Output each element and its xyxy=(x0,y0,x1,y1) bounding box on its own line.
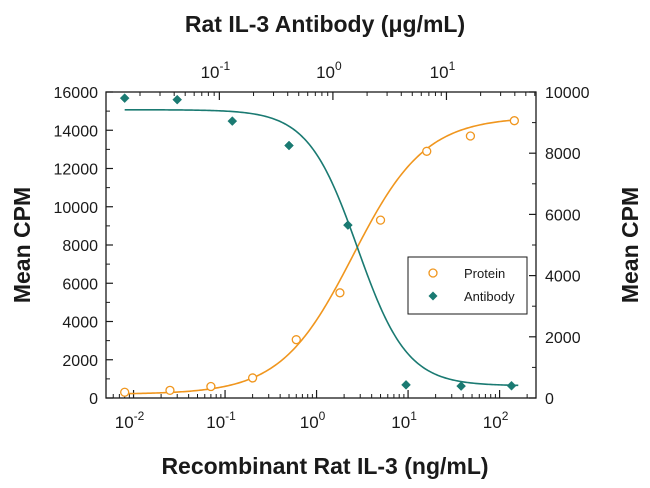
y-left-tick-label: 0 xyxy=(89,391,98,408)
axis-ticks: 0200040006000800010000120001400016000020… xyxy=(54,59,590,432)
antibody-point xyxy=(172,94,183,105)
x-bottom-tick-label: 101 xyxy=(391,409,417,432)
protein-point xyxy=(422,146,432,156)
protein-point xyxy=(335,288,345,298)
legend-antibody-marker xyxy=(428,291,438,301)
tick-base: 10 xyxy=(201,63,220,82)
legend-protein-label: Protein xyxy=(464,266,505,281)
tick-exponent: -2 xyxy=(134,409,145,423)
antibody-point xyxy=(343,220,353,230)
antibody-point xyxy=(119,93,130,103)
top-axis-title: Rat IL-3 Antibody (μg/mL) xyxy=(185,11,465,37)
tick-base: 10 xyxy=(391,413,410,432)
y-left-tick-label: 4000 xyxy=(62,315,98,332)
protein-point xyxy=(247,373,258,383)
y-left-tick-label: 12000 xyxy=(54,162,99,179)
y-axis-title-left: Mean CPM xyxy=(9,187,35,303)
tick-exponent: 1 xyxy=(449,59,456,73)
tick-exponent: -1 xyxy=(225,409,236,423)
y-right-tick-label: 4000 xyxy=(545,269,581,286)
tick-base: 10 xyxy=(430,63,449,82)
x-bottom-tick-label: 10-2 xyxy=(115,409,145,432)
protein-point xyxy=(120,387,130,397)
x-top-tick-label: 100 xyxy=(316,59,342,82)
y-left-tick-label: 16000 xyxy=(54,85,99,102)
tick-exponent: 0 xyxy=(319,409,326,423)
y-left-tick-label: 2000 xyxy=(62,353,98,370)
x-top-tick-label: 10-1 xyxy=(201,59,231,82)
legend-box xyxy=(407,256,528,315)
tick-exponent: -1 xyxy=(219,59,230,73)
tick-base: 10 xyxy=(316,63,335,82)
y-left-tick-label: 8000 xyxy=(62,238,98,255)
y-left-tick-label: 10000 xyxy=(54,200,99,217)
protein-point xyxy=(375,215,386,225)
fit-curves xyxy=(124,108,519,395)
y-right-tick-label: 0 xyxy=(545,391,554,408)
tick-base: 10 xyxy=(206,413,225,432)
legend-antibody-label: Antibody xyxy=(464,289,515,304)
protein-point xyxy=(206,381,216,392)
x-bottom-tick-label: 102 xyxy=(483,409,509,432)
protein-fit-curve xyxy=(124,118,519,395)
tick-base: 10 xyxy=(300,413,319,432)
antibody-point xyxy=(227,116,238,126)
x-bottom-tick-label: 10-1 xyxy=(206,409,236,432)
tick-base: 10 xyxy=(115,413,134,432)
data-points xyxy=(119,93,520,397)
tick-exponent: 0 xyxy=(335,59,342,73)
y-axis-title-right: Mean CPM xyxy=(617,187,643,303)
protein-point xyxy=(291,335,301,345)
legend: Protein Antibody xyxy=(407,256,528,315)
x-top-tick-label: 101 xyxy=(430,59,456,82)
antibody-point xyxy=(456,381,466,391)
tick-exponent: 1 xyxy=(410,409,417,423)
tick-base: 10 xyxy=(483,413,502,432)
y-right-tick-label: 6000 xyxy=(545,207,581,224)
antibody-point xyxy=(401,379,411,390)
x-bottom-tick-label: 100 xyxy=(300,409,326,432)
protein-point xyxy=(465,131,476,141)
protein-point xyxy=(165,385,175,396)
legend-protein-marker xyxy=(428,268,438,278)
y-right-tick-label: 2000 xyxy=(545,330,581,347)
y-right-tick-label: 8000 xyxy=(545,146,581,163)
antibody-point xyxy=(506,380,517,391)
protein-point xyxy=(509,116,520,126)
y-left-tick-label: 14000 xyxy=(54,123,99,140)
antibody-fit-curve xyxy=(124,108,519,387)
x-axis-title: Recombinant Rat IL-3 (ng/mL) xyxy=(161,453,488,479)
y-right-tick-label: 10000 xyxy=(545,85,590,102)
y-left-tick-label: 6000 xyxy=(62,276,98,293)
antibody-point xyxy=(284,140,294,151)
tick-exponent: 2 xyxy=(502,409,509,423)
